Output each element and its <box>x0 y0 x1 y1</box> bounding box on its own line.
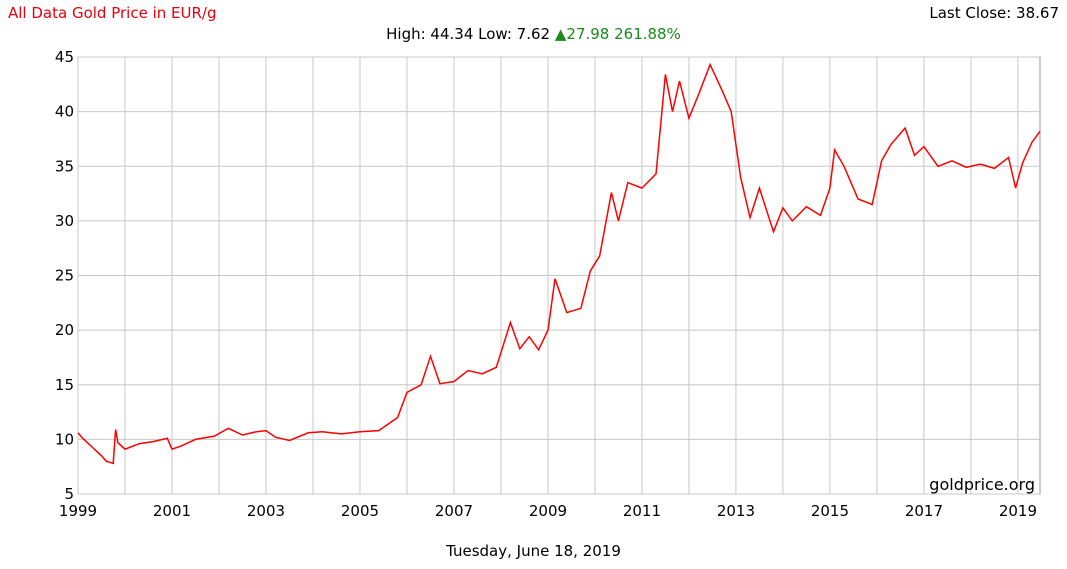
x-tick-label: 2013 <box>717 502 755 520</box>
x-tick-label: 2003 <box>247 502 285 520</box>
x-tick-label: 2011 <box>623 502 661 520</box>
y-tick-label: 25 <box>55 267 74 285</box>
y-tick-label: 35 <box>55 157 74 175</box>
change-value: 27.98 261.88% <box>566 25 681 43</box>
chart-title: All Data Gold Price in EUR/g <box>8 4 217 22</box>
last-close-label: Last Close: 38.67 <box>929 4 1059 22</box>
x-tick-label: 1999 <box>59 502 97 520</box>
price-series-line <box>77 62 1041 465</box>
x-tick-label: 2005 <box>341 502 379 520</box>
y-tick-label: 45 <box>55 48 74 66</box>
y-tick-label: 40 <box>55 103 74 121</box>
x-tick-label: 2001 <box>153 502 191 520</box>
price-stats: High: 44.34 Low: 7.62 ▲27.98 261.88% <box>0 25 1067 43</box>
change-up-icon: ▲ <box>554 25 567 43</box>
y-tick-label: 10 <box>55 430 74 448</box>
y-tick-label: 5 <box>64 485 74 503</box>
watermark-text: goldprice.org <box>929 475 1035 494</box>
x-tick-label: 2019 <box>999 502 1037 520</box>
chart-grid <box>77 56 1041 495</box>
x-axis: 1999 2001 2003 2005 2007 2009 2011 2013 2015 2017… <box>59 502 1037 520</box>
x-tick-label: 2007 <box>435 502 473 520</box>
y-tick-label: 15 <box>55 376 74 394</box>
x-tick-label: 2017 <box>905 502 943 520</box>
date-label: Tuesday, June 18, 2019 <box>446 542 621 560</box>
y-tick-label: 20 <box>55 321 74 339</box>
x-tick-label: 2015 <box>811 502 849 520</box>
x-tick-label: 2009 <box>529 502 567 520</box>
y-tick-label: 30 <box>55 212 74 230</box>
y-axis: 5 10 15 20 25 30 35 40 45 <box>55 48 74 503</box>
high-low-label: High: 44.34 Low: 7.62 <box>386 25 551 43</box>
